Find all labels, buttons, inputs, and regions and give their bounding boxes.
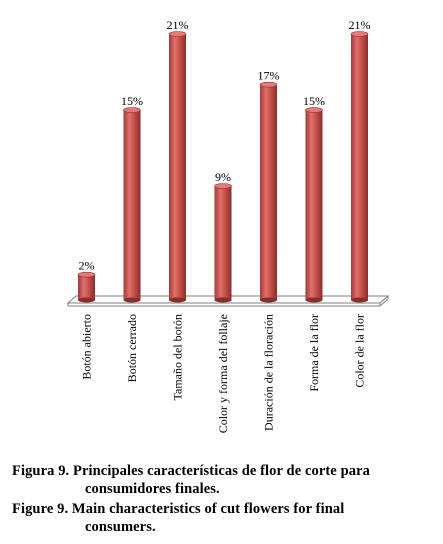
bar-body: [123, 110, 141, 300]
bar: [168, 31, 187, 303]
bar-base: [260, 297, 277, 303]
bar: [123, 107, 141, 303]
caption-es-line1: Figura 9. Principales características de…: [12, 463, 370, 479]
category-label: Botón abierto: [80, 314, 94, 380]
chart-floor-edge: [379, 298, 389, 307]
bar-top: [77, 271, 96, 278]
bars-group: [77, 31, 369, 303]
caption-es-line2: consumidores finales.: [85, 481, 220, 497]
bar-body: [305, 110, 323, 300]
bar: [77, 271, 96, 303]
bar-body: [260, 84, 277, 301]
data-labels-group: 2% 15% 21% 9% 17% 15% 21%: [79, 18, 371, 273]
bar-top: [259, 81, 278, 88]
bar-top: [123, 107, 141, 113]
bar-top: [305, 107, 323, 113]
bar-base: [214, 297, 232, 303]
bar-top: [350, 31, 369, 37]
caption-en-line1: Figure 9. Main characteristics of cut fl…: [12, 501, 345, 517]
data-label: 21%: [349, 18, 371, 32]
bar: [305, 107, 323, 303]
caption-en-line2: consumers.: [85, 519, 156, 535]
bar-base: [78, 297, 95, 303]
bar-body: [351, 34, 368, 300]
figure-caption-spanish: Figura 9. Principales características de…: [12, 462, 437, 498]
bar-top: [214, 183, 232, 189]
figure-caption-english: Figure 9. Main characteristics of cut fl…: [12, 500, 437, 536]
data-label: 15%: [303, 94, 325, 108]
bar: [350, 31, 369, 303]
category-label: Color de la flor: [353, 314, 367, 388]
data-label: 2%: [79, 259, 95, 273]
data-label: 17%: [258, 69, 280, 83]
bar: [259, 81, 278, 303]
bar-chart: 2% 15% 21% 9% 17% 15% 21% Botón abierto Botón c…: [66, 18, 390, 433]
category-labels-group: Botón abierto Botón cerrado Tamaño del bot…: [80, 314, 367, 433]
data-label: 15%: [121, 94, 143, 108]
bar-base: [123, 297, 141, 303]
category-label: Forma de la flor: [307, 314, 321, 392]
bar: [214, 183, 232, 303]
bar-body: [214, 186, 232, 300]
bar-body: [78, 274, 95, 300]
category-label: Tamaño del botón: [171, 314, 185, 400]
bar-body: [169, 34, 186, 300]
bar-base: [305, 297, 323, 303]
bar-base: [351, 297, 368, 303]
bar-top: [168, 31, 187, 37]
bar-base: [169, 297, 186, 303]
data-label: 21%: [167, 18, 189, 32]
category-label: Color y forma del follaje: [216, 314, 230, 433]
category-label: Botón cerrado: [125, 314, 139, 382]
category-label: Duración de la floración: [262, 314, 276, 431]
data-label: 9%: [215, 170, 231, 184]
